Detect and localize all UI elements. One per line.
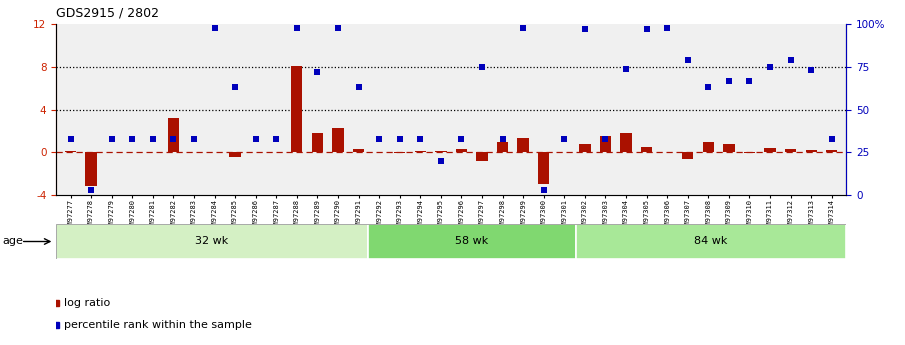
- Bar: [65, 151, 76, 152]
- Bar: [311, 133, 323, 152]
- Bar: [826, 150, 837, 152]
- Bar: [353, 149, 364, 152]
- Bar: [85, 152, 97, 186]
- Bar: [167, 118, 179, 152]
- Bar: [332, 128, 344, 152]
- Bar: [56, 224, 368, 259]
- Bar: [620, 133, 632, 152]
- Bar: [414, 151, 426, 152]
- Text: 32 wk: 32 wk: [195, 237, 229, 246]
- Bar: [805, 150, 817, 152]
- Bar: [230, 152, 241, 157]
- Text: 58 wk: 58 wk: [455, 237, 489, 246]
- Bar: [456, 149, 467, 152]
- Text: GDS2915 / 2802: GDS2915 / 2802: [56, 7, 159, 20]
- Bar: [723, 144, 735, 152]
- Bar: [576, 224, 846, 259]
- Bar: [476, 152, 488, 161]
- Bar: [682, 152, 693, 159]
- Bar: [435, 151, 446, 152]
- Bar: [518, 138, 529, 152]
- Bar: [291, 66, 302, 152]
- Bar: [497, 141, 509, 152]
- Bar: [600, 136, 611, 152]
- Text: 84 wk: 84 wk: [694, 237, 728, 246]
- Text: percentile rank within the sample: percentile rank within the sample: [64, 319, 252, 329]
- Bar: [538, 152, 549, 184]
- Bar: [744, 152, 755, 153]
- Bar: [368, 224, 576, 259]
- Bar: [765, 148, 776, 152]
- Bar: [641, 147, 653, 152]
- Bar: [394, 152, 405, 153]
- Text: log ratio: log ratio: [64, 298, 110, 308]
- Bar: [579, 144, 591, 152]
- Text: age: age: [3, 237, 24, 246]
- Bar: [702, 141, 714, 152]
- Bar: [785, 149, 796, 152]
